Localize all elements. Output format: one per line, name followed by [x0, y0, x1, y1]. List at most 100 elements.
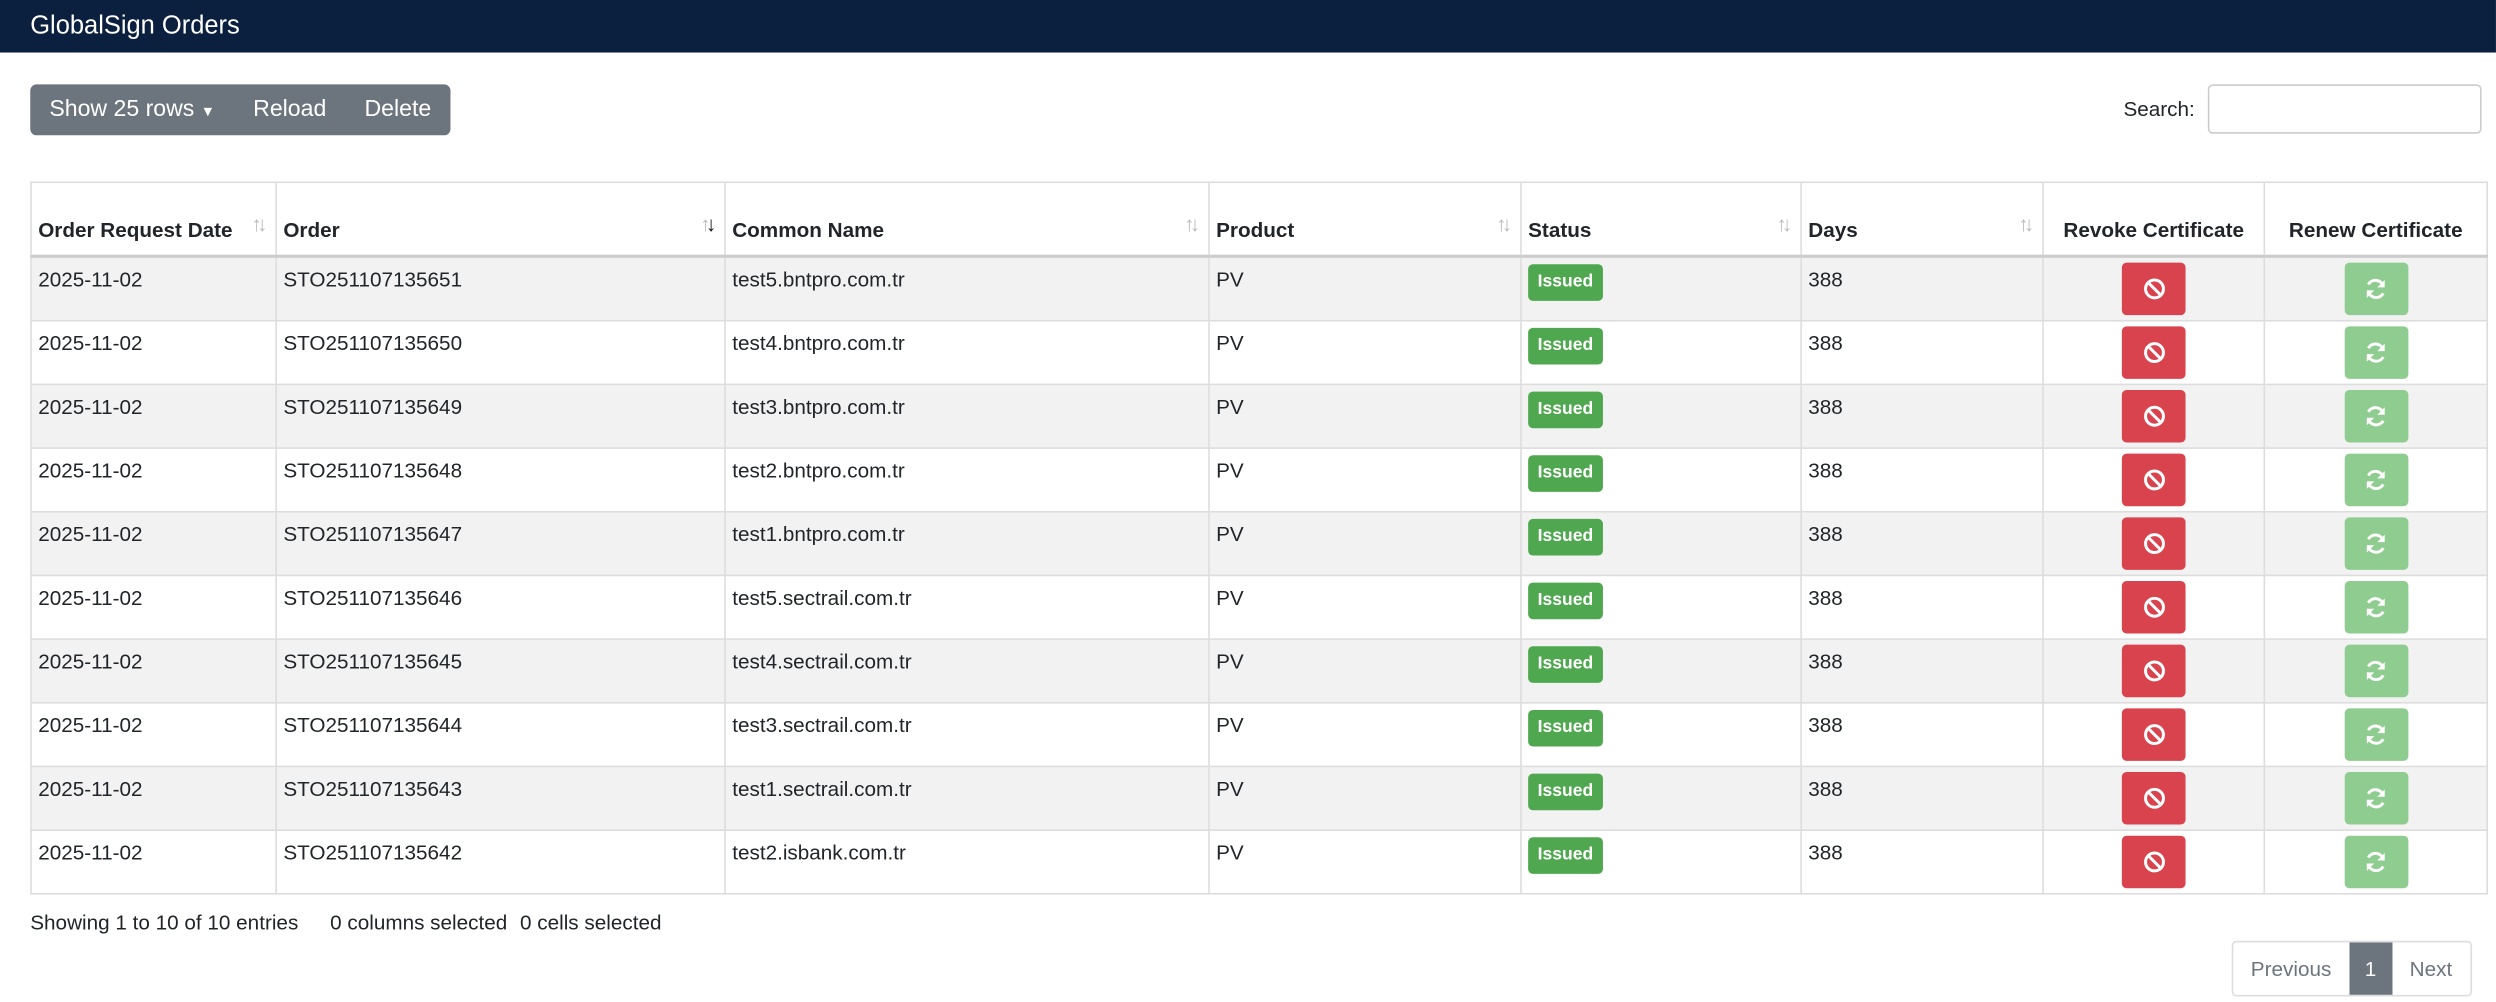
status-cell: Issued	[1520, 447, 1802, 513]
revoke-cell	[2042, 447, 2266, 513]
revoke-button[interactable]	[2121, 453, 2186, 507]
renew-button[interactable]	[2343, 517, 2408, 570]
toolbar-button[interactable]: Delete	[364, 97, 432, 123]
table-cell: STO251107135647	[275, 510, 726, 577]
revoke-button[interactable]	[2121, 262, 2186, 316]
revoke-button[interactable]	[2121, 326, 2186, 379]
search-input[interactable]	[2207, 84, 2482, 134]
table-row: 2025-11-02 STO251107135646 test5.sectrail.…	[30, 574, 2488, 640]
table-row: 2025-11-02 STO251107135649 test3.bntpro.co…	[30, 383, 2488, 449]
revoke-button[interactable]	[2121, 835, 2186, 889]
header-row: Order Request Date ↑↓ Order ↑↓ Common Name ↑↓…	[30, 181, 2488, 258]
table-cell: 2025-11-02	[30, 383, 277, 449]
table-cell: test5.sectrail.com.tr	[724, 574, 1210, 640]
table-cell: 2025-11-02	[30, 829, 277, 895]
toolbar-button[interactable]: Reload	[253, 97, 327, 123]
table-cell: 388	[1800, 701, 2044, 768]
status-badge: Issued	[1528, 264, 1603, 301]
table-cell: test2.bntpro.com.tr	[724, 447, 1210, 513]
renew-button[interactable]	[2343, 772, 2408, 825]
entries-info: Showing 1 to 10 of 10 entries	[30, 910, 299, 935]
renew-button[interactable]	[2343, 708, 2408, 761]
column-title: Days	[1808, 218, 1858, 242]
revoke-button[interactable]	[2121, 517, 2186, 570]
table-cell: 2025-11-02	[30, 255, 277, 322]
revoke-button[interactable]	[2121, 581, 2186, 634]
table-cell: PV	[1208, 574, 1522, 640]
renew-cell	[2263, 510, 2488, 577]
renew-button[interactable]	[2343, 453, 2408, 507]
table-cell: 2025-11-02	[30, 447, 277, 513]
column-header[interactable]: Days ↑↓	[1800, 181, 2044, 258]
table-row: 2025-11-02 STO251107135648 test2.bntpro.co…	[30, 447, 2488, 513]
table-body: 2025-11-02 STO251107135651 test5.bntpro.co…	[30, 255, 2488, 895]
table-cell: test1.bntpro.com.tr	[724, 510, 1210, 577]
renew-cell	[2263, 255, 2488, 322]
status-badge: Issued	[1528, 773, 1603, 811]
sort-icon: ↑↓	[1776, 211, 1792, 236]
revoke-button[interactable]	[2121, 644, 2186, 698]
status-badge: Issued	[1528, 518, 1603, 556]
selection-info: 0 cells selected	[519, 910, 662, 935]
table-row: 2025-11-02 STO251107135647 test1.bntpro.co…	[30, 510, 2488, 577]
table-cell: test3.sectrail.com.tr	[724, 701, 1210, 768]
column-header[interactable]: Order ↑↓	[275, 181, 726, 258]
table-cell: 2025-11-02	[30, 510, 277, 577]
table-cell: test4.sectrail.com.tr	[724, 638, 1210, 704]
status-badge: Issued	[1528, 709, 1603, 747]
column-header[interactable]: Status ↑↓	[1520, 181, 1802, 258]
page-button[interactable]: Next	[2409, 956, 2453, 981]
toolbar-button[interactable]: Show 25 rows ▼	[49, 97, 215, 123]
table-cell: 388	[1800, 765, 2044, 831]
table-cell: 2025-11-02	[30, 319, 277, 386]
revoke-cell	[2042, 829, 2266, 895]
table-cell: 388	[1800, 383, 2044, 449]
status-cell: Issued	[1520, 701, 1802, 768]
revoke-cell	[2042, 255, 2266, 322]
table-cell: STO251107135650	[275, 319, 726, 386]
column-title: Renew Certificate	[2288, 218, 2463, 242]
table-cell: PV	[1208, 319, 1522, 386]
table-cell: STO251107135642	[275, 829, 726, 895]
table-row: 2025-11-02 STO251107135644 test3.sectrail.…	[30, 701, 2488, 768]
renew-button[interactable]	[2343, 326, 2408, 379]
table-cell: 2025-11-02	[30, 574, 277, 640]
renew-button[interactable]	[2343, 262, 2408, 316]
table-cell: PV	[1208, 765, 1522, 831]
revoke-button[interactable]	[2121, 708, 2186, 761]
page-button[interactable]: 1	[2348, 942, 2393, 995]
column-title: Common Name	[732, 218, 885, 242]
revoke-button[interactable]	[2121, 772, 2186, 825]
pagination: Previous 1 Next	[2231, 940, 2472, 997]
revoke-cell	[2042, 574, 2266, 640]
table-cell: test1.sectrail.com.tr	[724, 765, 1210, 831]
column-header[interactable]: Order Request Date ↑↓	[30, 181, 277, 258]
table-cell: PV	[1208, 255, 1522, 322]
table-cell: 388	[1800, 255, 2044, 322]
renew-button[interactable]	[2343, 835, 2408, 889]
column-header: Renew Certificate	[2263, 181, 2488, 258]
renew-button[interactable]	[2343, 644, 2408, 698]
column-header[interactable]: Product ↑↓	[1208, 181, 1522, 258]
renew-button[interactable]	[2343, 389, 2408, 443]
table-cell: 2025-11-02	[30, 765, 277, 831]
revoke-cell	[2042, 510, 2266, 577]
status-badge: Issued	[1528, 646, 1603, 683]
column-title: Status	[1528, 218, 1592, 242]
table-cell: STO251107135648	[275, 447, 726, 513]
table-cell: STO251107135645	[275, 638, 726, 704]
table-cell: 388	[1800, 638, 2044, 704]
table-info: Showing 1 to 10 of 10 entries 0 columns s…	[30, 911, 674, 935]
page-button[interactable]: Previous	[2250, 956, 2332, 981]
table-cell: PV	[1208, 383, 1522, 449]
renew-cell	[2263, 829, 2488, 895]
renew-button[interactable]	[2343, 581, 2408, 634]
table-cell: 388	[1800, 574, 2044, 640]
column-title: Order Request Date	[38, 218, 233, 242]
table-cell: STO251107135649	[275, 383, 726, 449]
column-header[interactable]: Common Name ↑↓	[724, 181, 1210, 258]
status-badge: Issued	[1528, 837, 1603, 874]
revoke-button[interactable]	[2121, 389, 2186, 443]
status-badge: Issued	[1528, 582, 1603, 620]
